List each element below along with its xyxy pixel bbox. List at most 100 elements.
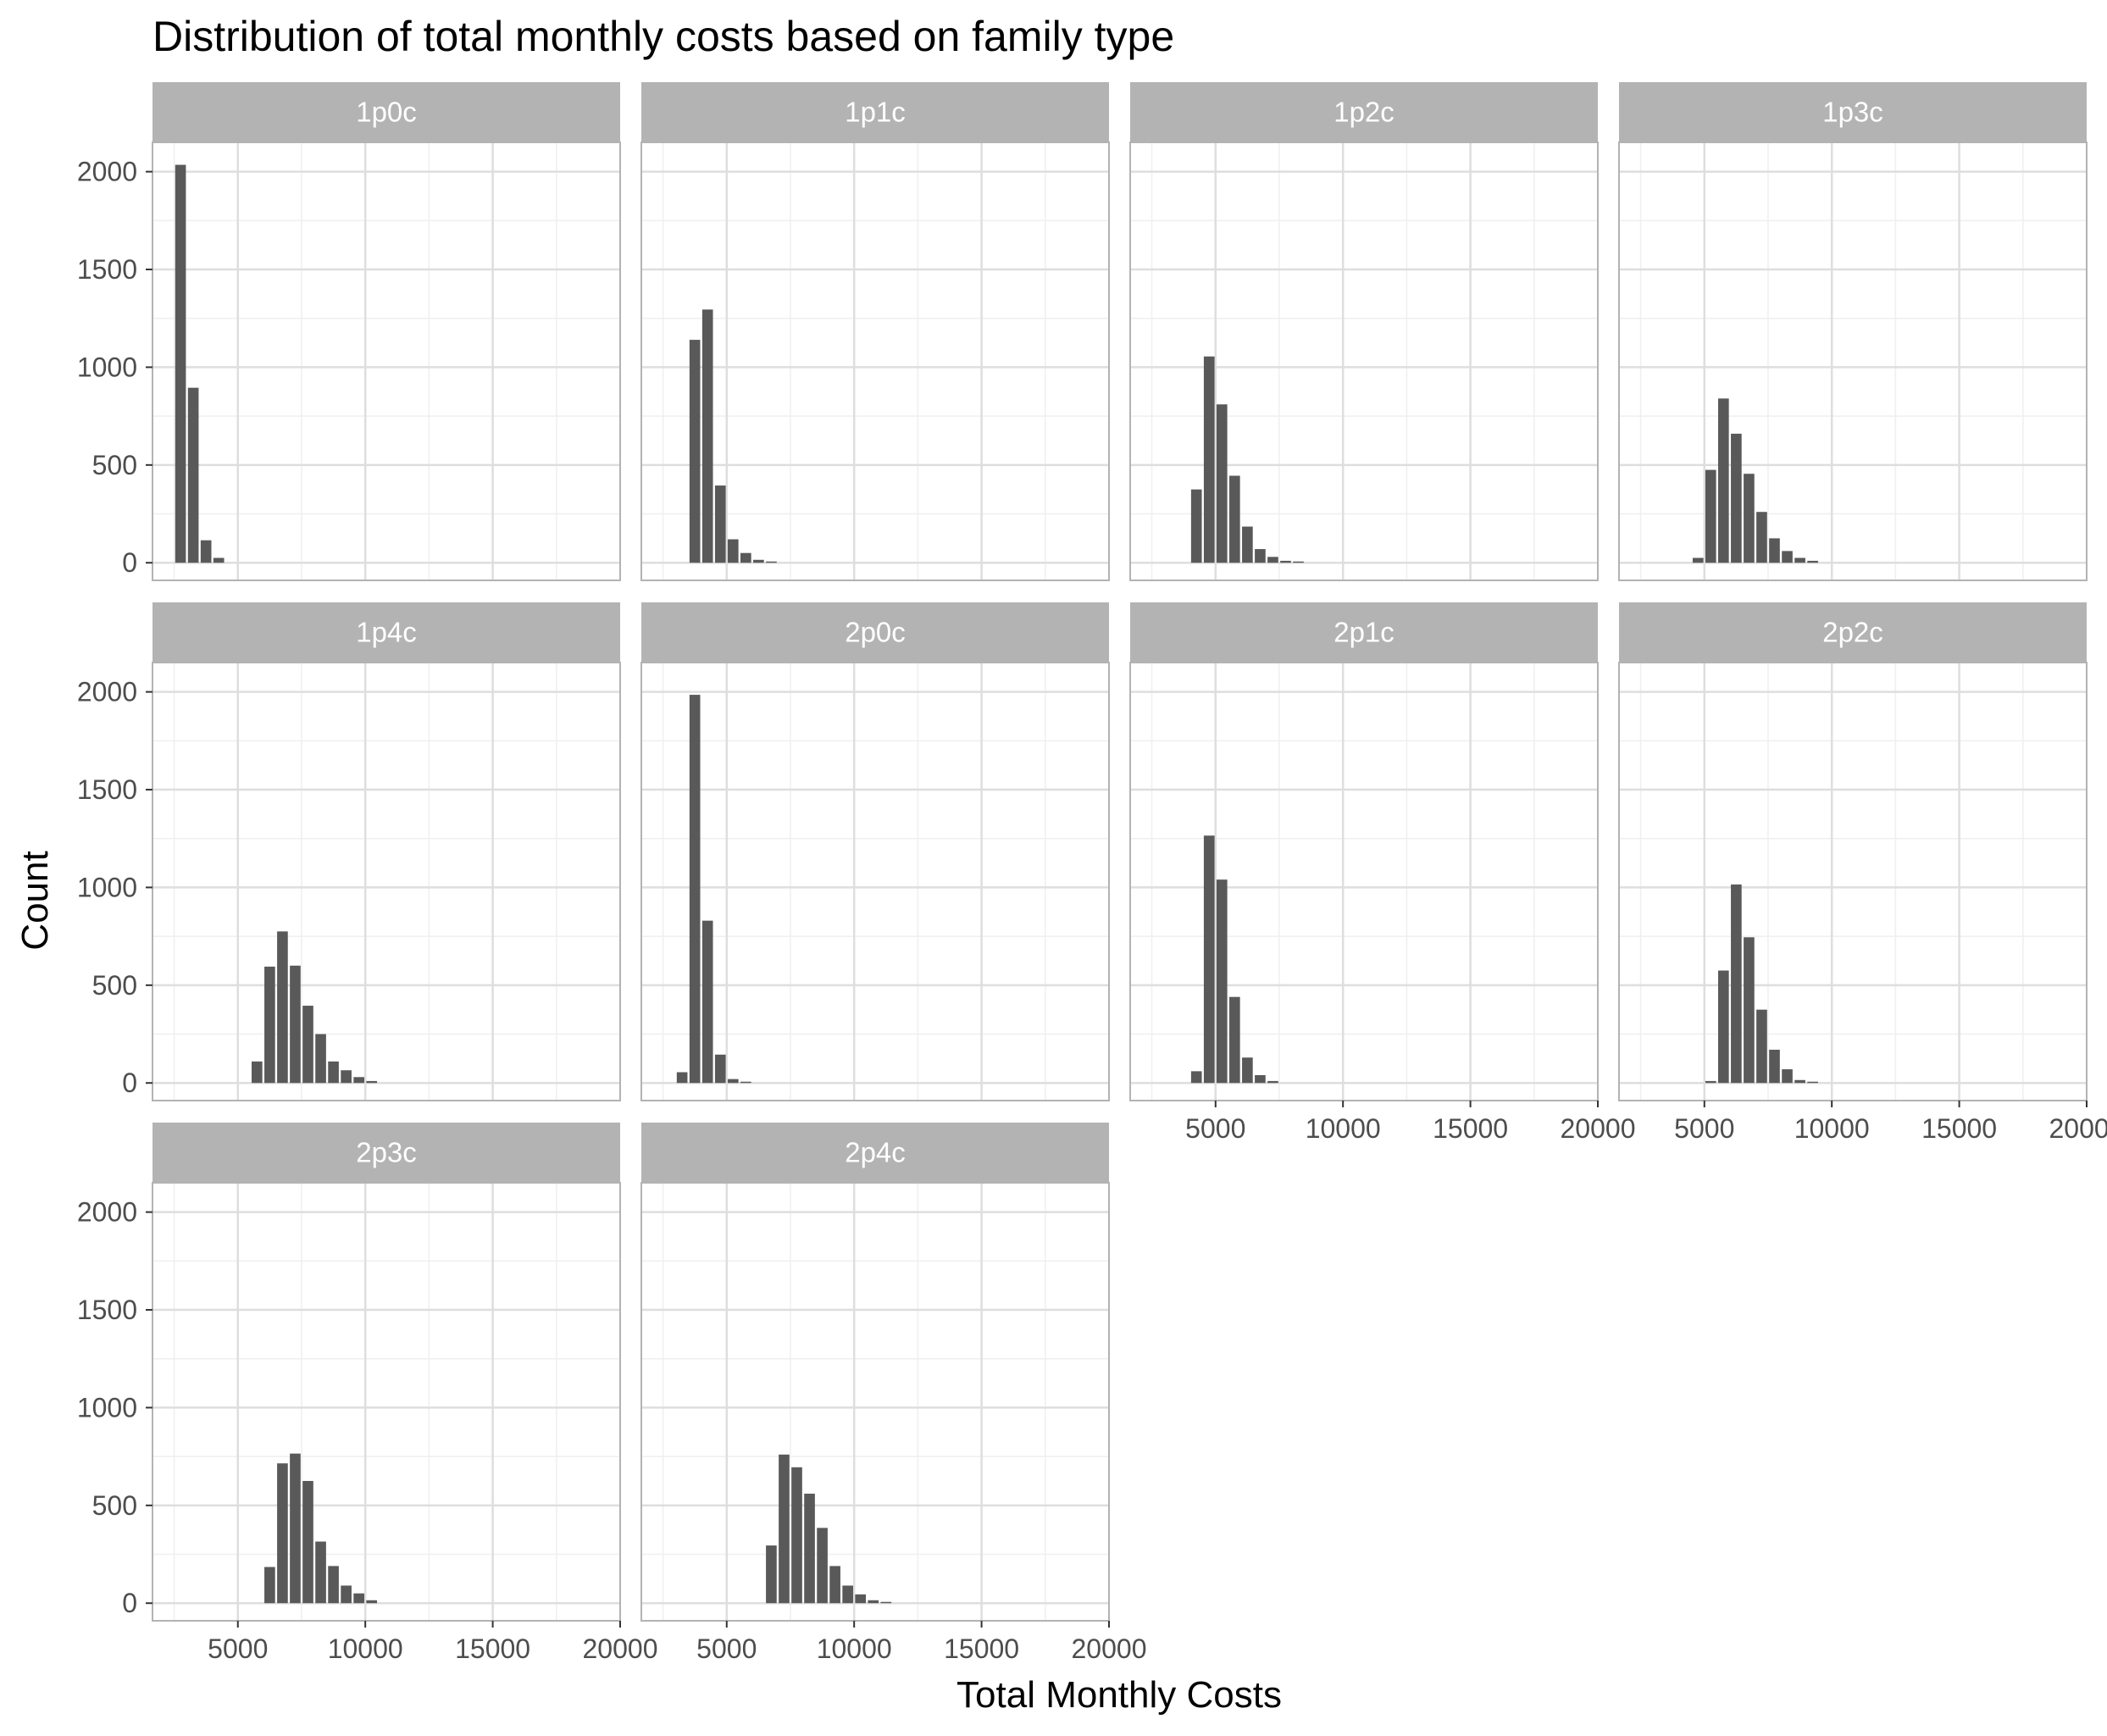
histogram-bar <box>353 1593 364 1604</box>
histogram-bar <box>1190 489 1202 563</box>
histogram-bar <box>714 485 726 563</box>
histogram-bar <box>277 1463 288 1604</box>
histogram-bar <box>200 540 212 563</box>
panel-background <box>641 663 1109 1101</box>
facet-strip <box>152 1123 620 1183</box>
y-tick-label: 2000 <box>77 677 137 707</box>
x-tick-label: 20000 <box>2049 1113 2107 1144</box>
facet-panel-1p2c: 1p2c <box>1129 82 1599 581</box>
histogram-bar <box>779 1454 790 1604</box>
y-tick-label: 0 <box>122 547 137 578</box>
histogram-bar <box>855 1594 867 1604</box>
facet-panel-2p4c: 2p4c 5000 10000 15000 20000 <box>640 1123 1147 1664</box>
histogram-bar <box>1255 549 1266 563</box>
histogram-bar <box>1705 469 1716 563</box>
y-tick-label: 1000 <box>77 872 137 902</box>
histogram-bar <box>341 1585 352 1604</box>
histogram-bar <box>264 966 275 1084</box>
y-axis-title: Count <box>14 851 56 950</box>
histogram-bar <box>366 1080 378 1084</box>
panel-border <box>640 141 1110 581</box>
histogram-bar <box>1705 1080 1716 1084</box>
histogram-bar <box>1782 1069 1793 1084</box>
histogram-bar <box>1782 551 1793 563</box>
facet-panel-2p1c: 2p1c 5000 10000 15000 20000 <box>1129 602 1635 1144</box>
facet-strip-label: 2p2c <box>1822 617 1883 648</box>
histogram-bar <box>842 1585 853 1604</box>
panel-background <box>152 142 620 580</box>
histogram-bar <box>1692 557 1704 563</box>
histogram-bar <box>1807 1081 1818 1084</box>
facet-strip-label: 1p2c <box>1334 97 1395 128</box>
y-tick-label: 500 <box>92 970 137 1001</box>
facet-panel-1p4c: 1p4c 0 500 1000 1500 2000 <box>77 602 621 1101</box>
facet-strip-label: 2p1c <box>1334 617 1395 648</box>
histogram-bar <box>353 1077 364 1084</box>
histogram-bar <box>701 309 713 563</box>
facet-strip <box>1130 82 1598 142</box>
facet-strip-label: 1p0c <box>356 97 417 128</box>
y-tick-label: 1000 <box>77 352 137 382</box>
histogram-bar <box>829 1566 840 1604</box>
histogram-bar <box>1190 1071 1202 1084</box>
facet-panel-2p2c: 2p2c 5000 10000 15000 20000 <box>1618 602 2107 1144</box>
histogram-bar <box>213 557 225 563</box>
histogram-bar <box>264 1567 275 1604</box>
histogram-bar <box>1203 835 1215 1084</box>
panel-border <box>1618 141 2088 581</box>
histogram-bar <box>315 1034 326 1084</box>
x-tick-label: 15000 <box>1433 1113 1508 1144</box>
histogram-bar <box>277 931 288 1084</box>
facet-panel-1p0c: 1p0c 0 500 1000 1500 2000 <box>77 82 621 581</box>
panel-border <box>152 662 621 1101</box>
histogram-bar <box>727 1079 739 1084</box>
histogram-bar <box>1267 557 1278 563</box>
x-tick-label: 5000 <box>1185 1113 1245 1144</box>
histogram-bar <box>766 1545 777 1604</box>
histogram-bar <box>766 561 777 563</box>
histogram-bar <box>1267 1080 1278 1084</box>
y-tick-label: 500 <box>92 1490 137 1521</box>
histogram-bar <box>1794 1079 1805 1084</box>
histogram-bar <box>1216 404 1228 563</box>
facet-panels: 1p0c 0 500 1000 1500 2000 1p1c 1p2c 1p3c 1p4c 0 500… <box>77 82 2107 1664</box>
y-tick-label: 1500 <box>77 254 137 285</box>
panel-background <box>1619 663 2087 1101</box>
histogram-bar <box>1203 356 1215 563</box>
x-tick-label: 5000 <box>1674 1113 1734 1144</box>
panel-border <box>152 141 621 581</box>
histogram-bar <box>1756 1009 1767 1084</box>
facet-strip-label: 1p4c <box>356 617 417 648</box>
facet-strip <box>1130 602 1598 663</box>
histogram-bar <box>1807 560 1818 563</box>
histogram-bar <box>1744 937 1755 1084</box>
x-tick-label: 15000 <box>455 1633 530 1664</box>
panel-background <box>152 663 620 1101</box>
y-tick-label: 1000 <box>77 1392 137 1423</box>
panel-border <box>640 1182 1110 1622</box>
histogram-bar <box>701 920 713 1084</box>
histogram-bar <box>290 1453 301 1604</box>
histogram-bar <box>315 1541 326 1604</box>
facet-strip-label: 1p1c <box>845 97 906 128</box>
histogram-bar <box>1794 557 1805 563</box>
x-tick-label: 15000 <box>1921 1113 1997 1144</box>
chart-title: Distribution of total monthly costs base… <box>152 13 1174 60</box>
facet-strip <box>152 82 620 142</box>
facet-strip <box>641 1123 1109 1183</box>
facet-strip <box>152 602 620 663</box>
histogram-bar <box>1718 398 1729 563</box>
histogram-bar <box>791 1467 802 1604</box>
histogram-bar <box>252 1061 263 1084</box>
histogram-bar <box>1216 879 1228 1084</box>
histogram-bar <box>676 1072 688 1084</box>
panel-background <box>1130 663 1598 1101</box>
histogram-bar <box>1744 474 1755 563</box>
x-tick-label: 20000 <box>1072 1633 1147 1664</box>
y-tick-label: 2000 <box>77 157 137 187</box>
x-tick-label: 10000 <box>817 1633 892 1664</box>
panel-background <box>641 1183 1109 1621</box>
histogram-bar <box>1242 526 1253 563</box>
histogram-bar <box>366 1600 378 1604</box>
histogram-bar <box>689 695 701 1084</box>
